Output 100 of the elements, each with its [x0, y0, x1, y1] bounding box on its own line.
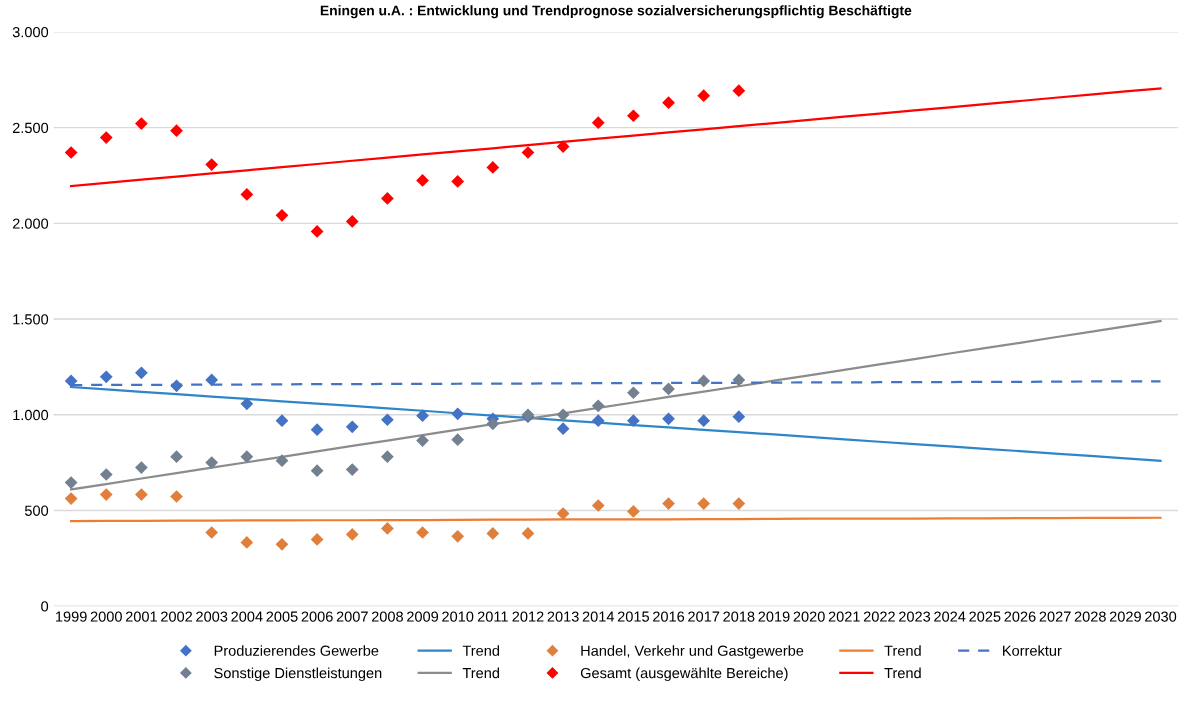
point — [627, 505, 640, 518]
y-tick-label: 1.000 — [13, 409, 49, 421]
x-tick-label: 2016 — [653, 611, 685, 622]
point — [416, 526, 429, 539]
point — [381, 192, 394, 205]
point — [345, 420, 359, 434]
point — [99, 488, 113, 501]
x-tick-label: 2021 — [828, 611, 860, 622]
y-tick-label: 1.500 — [13, 314, 49, 325]
x-tick-label: 2010 — [442, 611, 474, 622]
point — [451, 175, 465, 188]
y-tick-label: 500 — [24, 505, 49, 516]
x-tick-label: 2004 — [231, 611, 263, 622]
point — [451, 407, 465, 421]
point — [64, 492, 78, 505]
point — [627, 386, 640, 400]
point — [135, 117, 148, 130]
point — [697, 374, 711, 388]
point — [170, 379, 183, 393]
point — [64, 476, 78, 489]
point — [64, 374, 78, 388]
x-tick-label: 2014 — [582, 611, 615, 622]
point — [275, 454, 289, 468]
x-tick-label: 2013 — [547, 611, 579, 622]
x-tick-label: 2002 — [161, 611, 193, 622]
point — [240, 536, 254, 549]
point — [240, 188, 254, 201]
legend-label: Trend — [462, 645, 500, 656]
point — [170, 450, 183, 464]
point — [732, 410, 746, 424]
x-tick-label: 2001 — [125, 611, 157, 622]
point — [345, 528, 359, 541]
point — [486, 417, 500, 431]
point — [275, 414, 289, 428]
point — [627, 109, 640, 123]
point — [381, 450, 394, 464]
point — [170, 124, 183, 138]
point — [275, 208, 289, 222]
point — [662, 412, 675, 426]
legend-label: Produzierendes Gewerbe — [214, 645, 379, 656]
x-tick-label: 2000 — [90, 611, 122, 622]
legend-label: Sonstige Dienstleistungen — [214, 667, 382, 682]
x-tick-label: 2025 — [969, 611, 1001, 622]
y-tick-label: 2.000 — [12, 218, 49, 229]
legend-label: Gesamt (ausgewählte Bereiche) — [580, 667, 788, 682]
point — [486, 527, 500, 540]
point — [240, 450, 254, 464]
x-tick-label: 2024 — [934, 611, 966, 622]
y-tick-label: 0 — [41, 601, 49, 612]
legend-label: Trend — [884, 667, 921, 679]
point — [416, 434, 429, 447]
point — [381, 413, 394, 427]
point — [205, 373, 219, 387]
point — [381, 522, 394, 535]
x-tick-label: 2019 — [758, 611, 790, 622]
point — [662, 96, 675, 110]
point — [556, 140, 570, 153]
point — [240, 397, 254, 411]
legend-label: Trend — [884, 645, 921, 656]
point — [205, 526, 219, 539]
x-tick-label: 2006 — [301, 611, 333, 622]
x-tick-label: 2012 — [512, 611, 544, 622]
point — [451, 529, 465, 543]
point — [591, 499, 605, 512]
point — [416, 409, 429, 423]
point — [697, 497, 711, 510]
point — [310, 533, 324, 546]
point — [310, 423, 324, 437]
x-tick-label: 2028 — [1074, 611, 1106, 622]
x-tick-label: 2022 — [863, 611, 895, 622]
point — [591, 399, 605, 413]
point — [135, 461, 148, 474]
point — [591, 414, 605, 428]
x-tick-label: 2011 — [477, 611, 508, 622]
legend-label: Trend — [462, 667, 500, 679]
x-tick-label: 2023 — [899, 611, 931, 622]
point — [556, 408, 570, 422]
x-tick-label: 2027 — [1039, 611, 1071, 622]
x-tick-label: 1999 — [56, 611, 87, 622]
point — [486, 161, 500, 174]
x-tick-label: 2005 — [266, 611, 298, 622]
point — [310, 464, 324, 478]
point — [451, 433, 465, 447]
x-tick-label: 2009 — [407, 611, 439, 622]
point — [135, 488, 148, 501]
point — [205, 158, 219, 171]
point — [591, 116, 605, 130]
point — [732, 84, 746, 98]
point — [556, 507, 570, 520]
point — [732, 373, 746, 387]
point — [345, 215, 359, 228]
point — [697, 414, 711, 428]
point — [416, 174, 429, 187]
point — [697, 89, 711, 103]
y-tick-label: 2.500 — [12, 122, 49, 134]
point — [662, 497, 675, 510]
x-tick-label: 2003 — [196, 611, 228, 622]
point — [135, 366, 148, 380]
point — [170, 490, 183, 503]
point — [99, 468, 113, 481]
